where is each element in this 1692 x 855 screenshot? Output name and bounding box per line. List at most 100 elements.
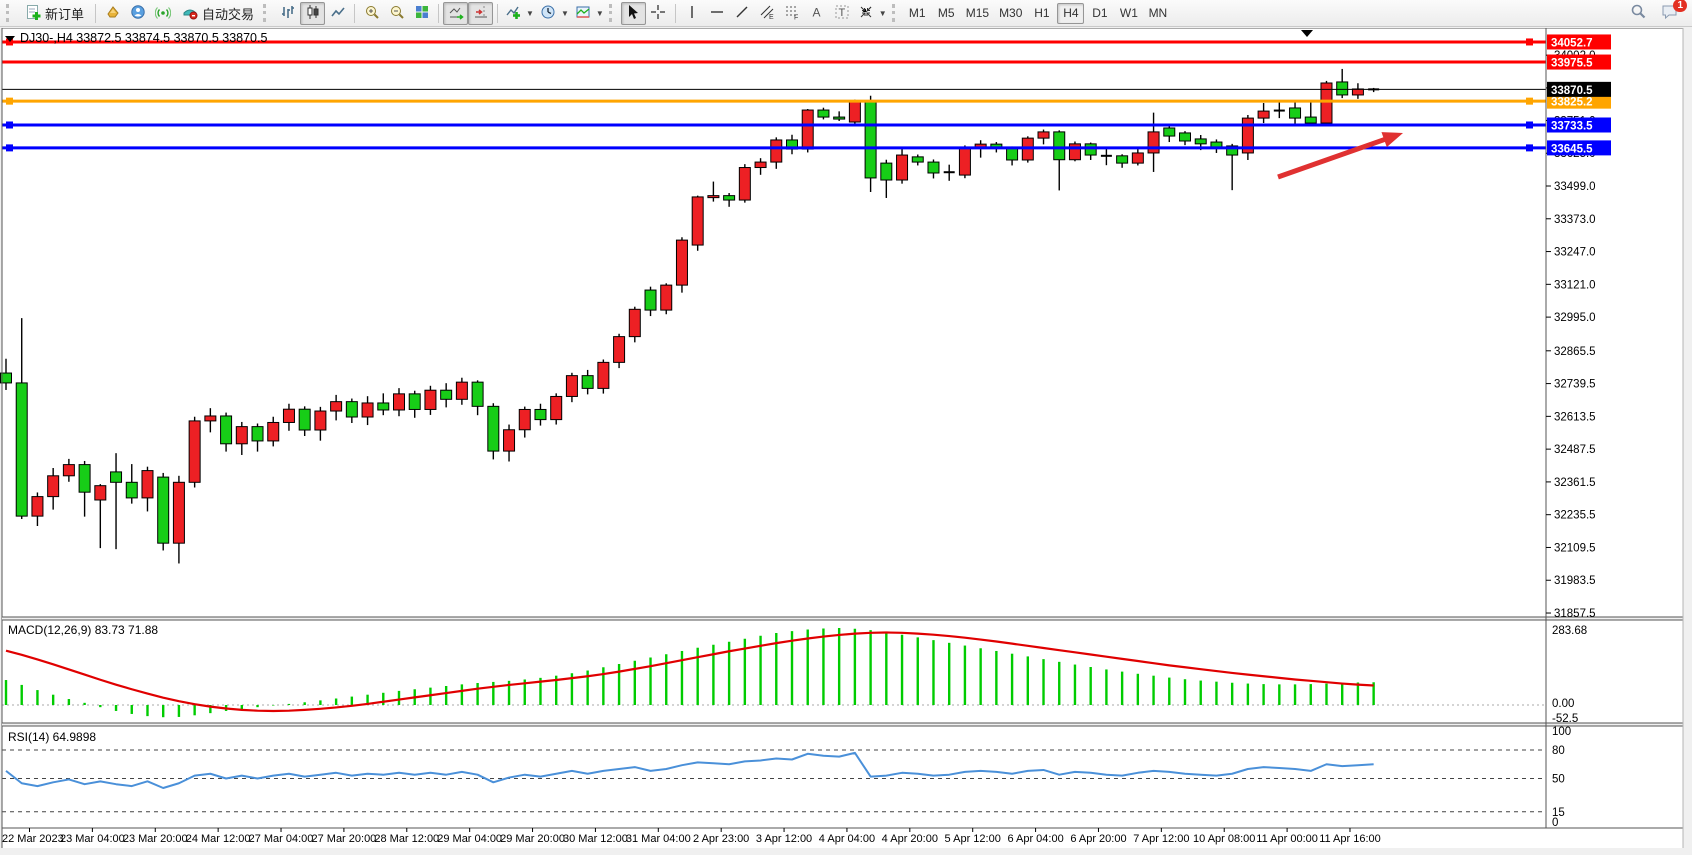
chart-shift-button[interactable]: [468, 1, 494, 25]
indicators-icon: [505, 4, 521, 23]
line-handle-right[interactable]: [1526, 97, 1533, 105]
line-chart-button[interactable]: [325, 2, 350, 25]
candle: [581, 369, 594, 395]
timeframe-button-M15[interactable]: M15: [962, 3, 993, 24]
new-order-button[interactable]: 新订单: [18, 2, 91, 25]
bull-candle-body: [1147, 131, 1160, 154]
timeframe-button-M30[interactable]: M30: [995, 3, 1026, 24]
trend-arrow[interactable]: [1277, 132, 1403, 180]
zoom-in-button[interactable]: [359, 2, 384, 25]
timeframe-button-MN[interactable]: MN: [1144, 3, 1171, 24]
toolbar-grip[interactable]: [263, 4, 271, 22]
chart-shift-marker[interactable]: [1301, 30, 1313, 37]
trendline-button[interactable]: [730, 2, 755, 25]
chart-canvas[interactable]: 34002.033876.033751.033625.033499.033373…: [0, 27, 1692, 850]
pane-resize-handle[interactable]: [2, 617, 1683, 620]
rsi-scale-label: 100: [1552, 726, 1571, 738]
timeframe-button-M5[interactable]: M5: [933, 3, 960, 24]
time-tick-label: 30 Mar 12:00: [563, 833, 628, 845]
time-tick-label: 28 Mar 12:00: [374, 833, 439, 845]
notifications-button[interactable]: 1: [1657, 0, 1687, 25]
candle: [675, 237, 688, 293]
line-handle-left[interactable]: [6, 121, 13, 129]
tile-windows-button[interactable]: [409, 2, 434, 25]
candle: [958, 145, 971, 179]
bull-candle-body: [235, 426, 248, 445]
pane-resize-handle[interactable]: [2, 723, 1683, 726]
bull-candle-body: [1320, 82, 1333, 124]
metaeditor-button[interactable]: [100, 2, 125, 25]
candle: [78, 460, 91, 517]
line-handle-left[interactable]: [6, 38, 13, 46]
bull-candle-body: [738, 167, 751, 201]
time-tick-label: 7 Apr 12:00: [1133, 833, 1189, 845]
price-line-tag-bg: [1547, 117, 1611, 133]
autotrading-button[interactable]: 自动交易: [175, 2, 261, 25]
macd-indicator: [2, 627, 1546, 718]
zoom-out-button[interactable]: [384, 2, 409, 25]
price-tick-label: 32361.5: [1554, 477, 1596, 489]
time-tick-label: 11 Apr 16:00: [1319, 833, 1381, 845]
toolbar-grip[interactable]: [608, 4, 617, 22]
timeframe-button-M1[interactable]: M1: [904, 3, 931, 24]
bull-candle-body: [94, 485, 107, 501]
line-handle-right[interactable]: [1526, 38, 1533, 46]
bear-candle-body: [78, 464, 91, 493]
text-label-button[interactable]: T: [830, 2, 855, 25]
timeframe-button-D1[interactable]: D1: [1086, 3, 1113, 24]
one-click-trading-toggle[interactable]: [5, 36, 15, 42]
macd-axis[interactable]: 283.68 0.00 -52.5: [1552, 625, 1587, 725]
bull-candle-body: [267, 421, 280, 442]
signals-button[interactable]: [150, 2, 175, 25]
timeframe-button-H1[interactable]: H1: [1028, 3, 1055, 24]
candle: [738, 164, 751, 203]
bear-candle-body: [125, 481, 138, 499]
community-button[interactable]: [125, 2, 150, 25]
candle: [267, 416, 280, 447]
toolbar-grip[interactable]: [891, 4, 900, 22]
candle: [1163, 124, 1176, 143]
crosshair-button[interactable]: [646, 2, 671, 25]
price-tick-label: 32739.5: [1554, 379, 1596, 391]
fibonacci-button[interactable]: F: [780, 2, 805, 25]
bear-candle-body: [1163, 127, 1176, 137]
arrows-tool-button[interactable]: ▼: [855, 2, 890, 25]
time-tick-label: 4 Apr 04:00: [819, 833, 875, 845]
timeframe-button-H4[interactable]: H4: [1057, 2, 1085, 24]
equidistant-channel-icon: E: [759, 4, 775, 23]
macd-signal-line: [5, 631, 1374, 713]
cursor-button[interactable]: [620, 1, 646, 25]
candlestick-chart-button[interactable]: [300, 1, 326, 25]
bull-candle-body: [330, 401, 343, 412]
time-tick-label: 27 Mar 04:00: [249, 833, 314, 845]
candle: [1304, 101, 1317, 127]
horizontal-line-button[interactable]: [705, 2, 730, 25]
templates-button[interactable]: ▼: [572, 2, 607, 25]
toolbar-grip[interactable]: [6, 4, 14, 22]
search-button[interactable]: [1626, 2, 1651, 25]
bar-chart-button[interactable]: [275, 2, 300, 25]
time-tick-label: 29 Mar 04:00: [437, 833, 502, 845]
line-handle-right[interactable]: [1526, 121, 1533, 129]
autoscroll-button[interactable]: [443, 1, 469, 25]
rsi-axis[interactable]: 100 80 50 150: [1552, 726, 1571, 829]
bear-candle-body: [1053, 131, 1066, 161]
bear-candle-body: [1116, 155, 1129, 164]
chart-shift-icon: [473, 4, 489, 23]
line-handle-right[interactable]: [1526, 144, 1533, 152]
line-handle-left[interactable]: [6, 144, 13, 152]
equidistant-channel-button[interactable]: E: [755, 2, 780, 25]
text-button[interactable]: A: [805, 2, 830, 25]
bull-candle-body: [503, 429, 516, 452]
indicators-button[interactable]: ▼: [502, 2, 537, 25]
timeframe-button-W1[interactable]: W1: [1115, 3, 1142, 24]
periods-button[interactable]: ▼: [537, 2, 572, 25]
vertical-line-button[interactable]: [680, 2, 705, 25]
price-tick-label: 33499.0: [1554, 181, 1596, 193]
bull-candle-body: [848, 101, 861, 123]
candle: [314, 406, 327, 441]
line-handle-left[interactable]: [6, 97, 13, 105]
bull-candle-body: [314, 410, 327, 431]
periods-clock-icon: [540, 4, 556, 23]
